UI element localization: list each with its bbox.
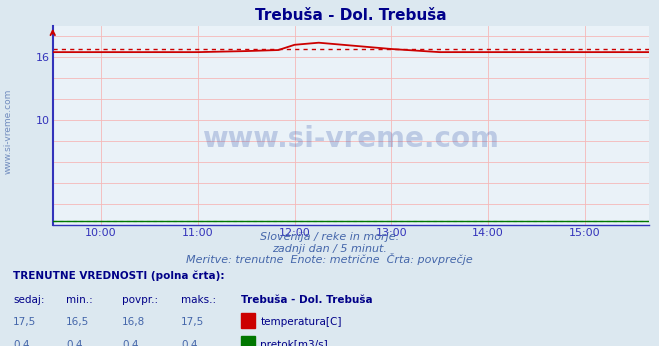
Text: 0,4: 0,4 — [122, 340, 138, 346]
Text: zadnji dan / 5 minut.: zadnji dan / 5 minut. — [272, 244, 387, 254]
Text: www.si-vreme.com: www.si-vreme.com — [202, 125, 500, 153]
Text: 17,5: 17,5 — [181, 317, 204, 327]
Text: TRENUTNE VREDNOSTI (polna črta):: TRENUTNE VREDNOSTI (polna črta): — [13, 270, 225, 281]
Text: temperatura[C]: temperatura[C] — [260, 317, 342, 327]
Text: maks.:: maks.: — [181, 295, 216, 305]
Text: min.:: min.: — [66, 295, 93, 305]
Text: povpr.:: povpr.: — [122, 295, 158, 305]
Text: Meritve: trenutne  Enote: metrične  Črta: povprečje: Meritve: trenutne Enote: metrične Črta: … — [186, 253, 473, 265]
Text: www.si-vreme.com: www.si-vreme.com — [3, 89, 13, 174]
Text: 0,4: 0,4 — [181, 340, 198, 346]
Text: pretok[m3/s]: pretok[m3/s] — [260, 340, 328, 346]
Text: Slovenija / reke in morje.: Slovenija / reke in morje. — [260, 233, 399, 243]
Text: 17,5: 17,5 — [13, 317, 36, 327]
Text: Trebuša - Dol. Trebuša: Trebuša - Dol. Trebuša — [241, 295, 372, 305]
Title: Trebuša - Dol. Trebuša: Trebuša - Dol. Trebuša — [255, 8, 447, 24]
Text: 0,4: 0,4 — [66, 340, 82, 346]
Text: 0,4: 0,4 — [13, 340, 30, 346]
Text: 16,5: 16,5 — [66, 317, 89, 327]
Text: sedaj:: sedaj: — [13, 295, 45, 305]
Text: 16,8: 16,8 — [122, 317, 145, 327]
